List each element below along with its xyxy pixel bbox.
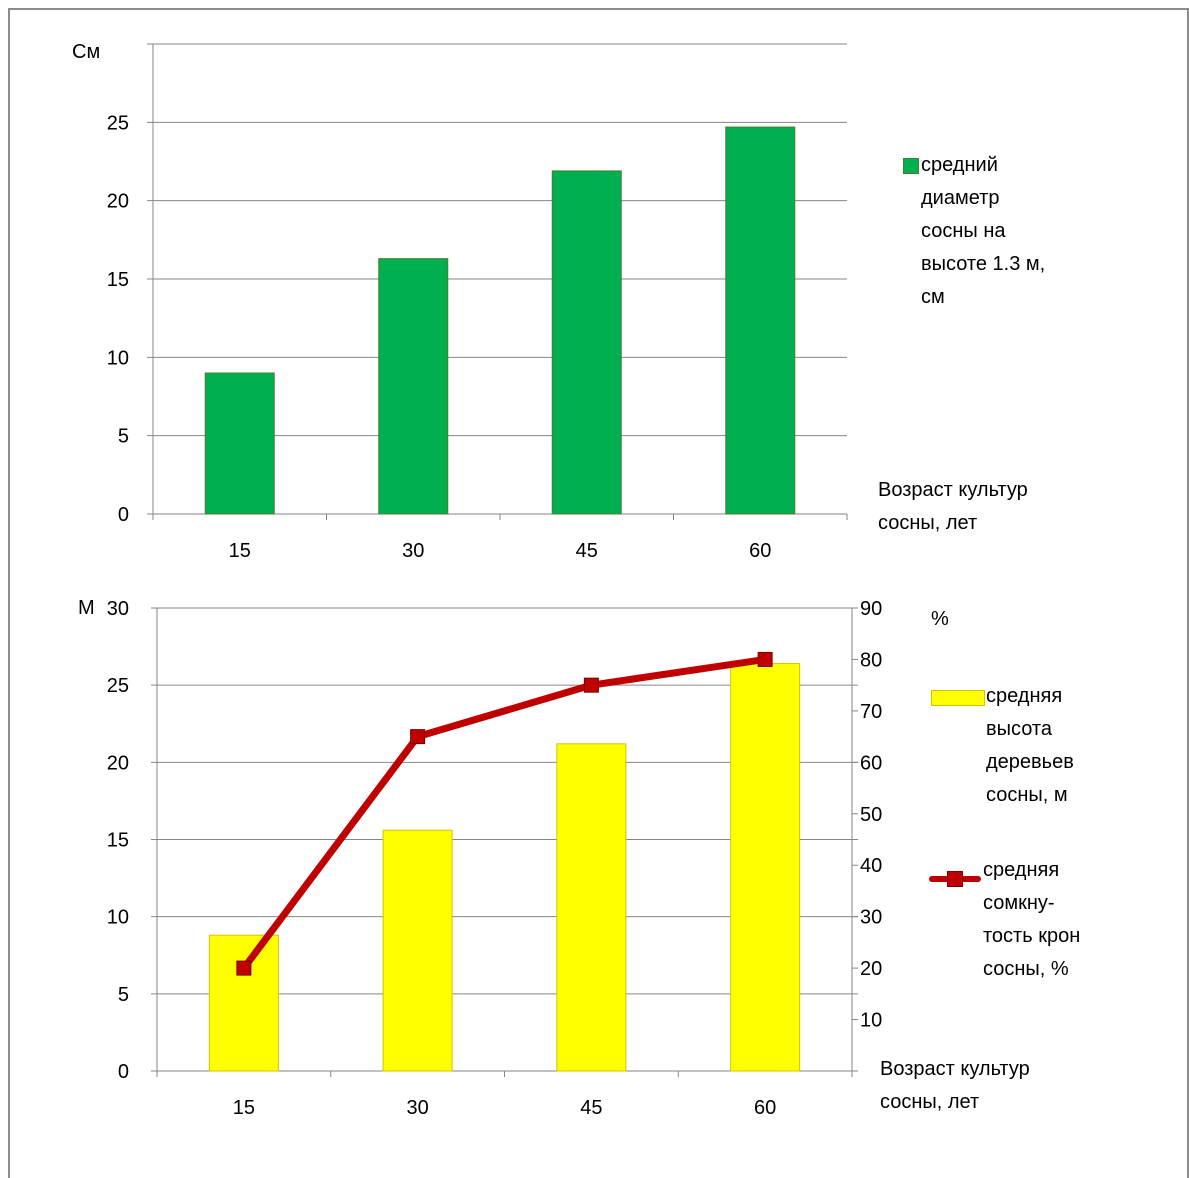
chart1-x-tick-label: 45 — [576, 540, 598, 562]
chart2-bar — [730, 663, 801, 1072]
chart2-x-tick-label: 15 — [233, 1097, 255, 1119]
chart2-y-tick-label: 25 — [107, 675, 129, 697]
chart2-line-marker — [410, 729, 426, 745]
chart2-bar — [208, 934, 279, 1072]
chart-frame — [8, 8, 1189, 1178]
chart2-y-tick-label: 30 — [107, 598, 129, 620]
chart1-y-tick-label: 20 — [107, 191, 129, 213]
chart1-x-axis-label: Возраст культур сосны, лет — [878, 479, 1028, 534]
chart2-y-tick-label: 10 — [107, 907, 129, 929]
chart1-bar — [551, 170, 622, 515]
chart2-y2-tick-label: 40 — [860, 855, 882, 877]
chart1-bar — [378, 258, 449, 515]
chart1-y-tick-label: 5 — [118, 426, 129, 448]
chart2-y2-axis-label: % — [931, 608, 949, 630]
chart2-legend-marker-closure — [947, 871, 963, 887]
chart2-x-tick-label: 45 — [580, 1097, 602, 1119]
chart2-y-axis-label: М — [78, 597, 95, 619]
chart1-legend-label: средний диаметр сосны на высоте 1.3 м, с… — [921, 154, 1046, 308]
chart2-y2-tick-label: 10 — [860, 1010, 882, 1032]
chart2-line-series — [240, 655, 769, 972]
chart1-y-tick-label: 15 — [107, 269, 129, 291]
chart1-x-tick-label: 60 — [749, 540, 771, 562]
chart1-x-tick-label: 15 — [229, 540, 251, 562]
chart2-y2-tick-label: 20 — [860, 958, 882, 980]
chart1-y-tick-label: 10 — [107, 347, 129, 369]
chart2-bar — [556, 743, 627, 1072]
chart2-legend-label-closure: средняя сомкну- тость крон сосны, % — [983, 859, 1081, 980]
chart2-line-marker — [236, 960, 252, 976]
chart2-legend-label-height: средняя высота деревьев сосны, м — [986, 685, 1074, 806]
chart1-bar — [725, 126, 796, 515]
chart2-x-tick-label: 60 — [754, 1097, 776, 1119]
chart2-line-marker — [757, 651, 773, 667]
chart1-bar — [204, 372, 275, 515]
chart2-y2-tick-label: 50 — [860, 804, 882, 826]
chart2-y2-tick-label: 90 — [860, 598, 882, 620]
chart2-y-tick-label: 0 — [118, 1061, 129, 1083]
chart1-x-tick-label: 30 — [402, 540, 424, 562]
chart1-y-tick-label: 25 — [107, 112, 129, 134]
chart1-y-tick-label: 0 — [118, 504, 129, 526]
chart2-y-tick-label: 20 — [107, 752, 129, 774]
chart2-y2-tick-label: 60 — [860, 752, 882, 774]
chart2-y2-tick-label: 30 — [860, 907, 882, 929]
chart2-x-axis-label: Возраст культур сосны, лет — [880, 1058, 1030, 1113]
chart2-x-tick-label: 30 — [407, 1097, 429, 1119]
chart1-legend-swatch — [903, 158, 919, 174]
chart2-bar — [382, 829, 453, 1072]
chart2-line-marker — [583, 677, 599, 693]
chart2-y2-tick-label: 70 — [860, 701, 882, 723]
chart2-y-tick-label: 5 — [118, 984, 129, 1006]
chart2-legend-swatch-height — [931, 690, 985, 706]
chart1-y-axis-label: См — [72, 41, 101, 63]
chart2-y2-tick-label: 80 — [860, 649, 882, 671]
chart2-y-tick-label: 15 — [107, 830, 129, 852]
